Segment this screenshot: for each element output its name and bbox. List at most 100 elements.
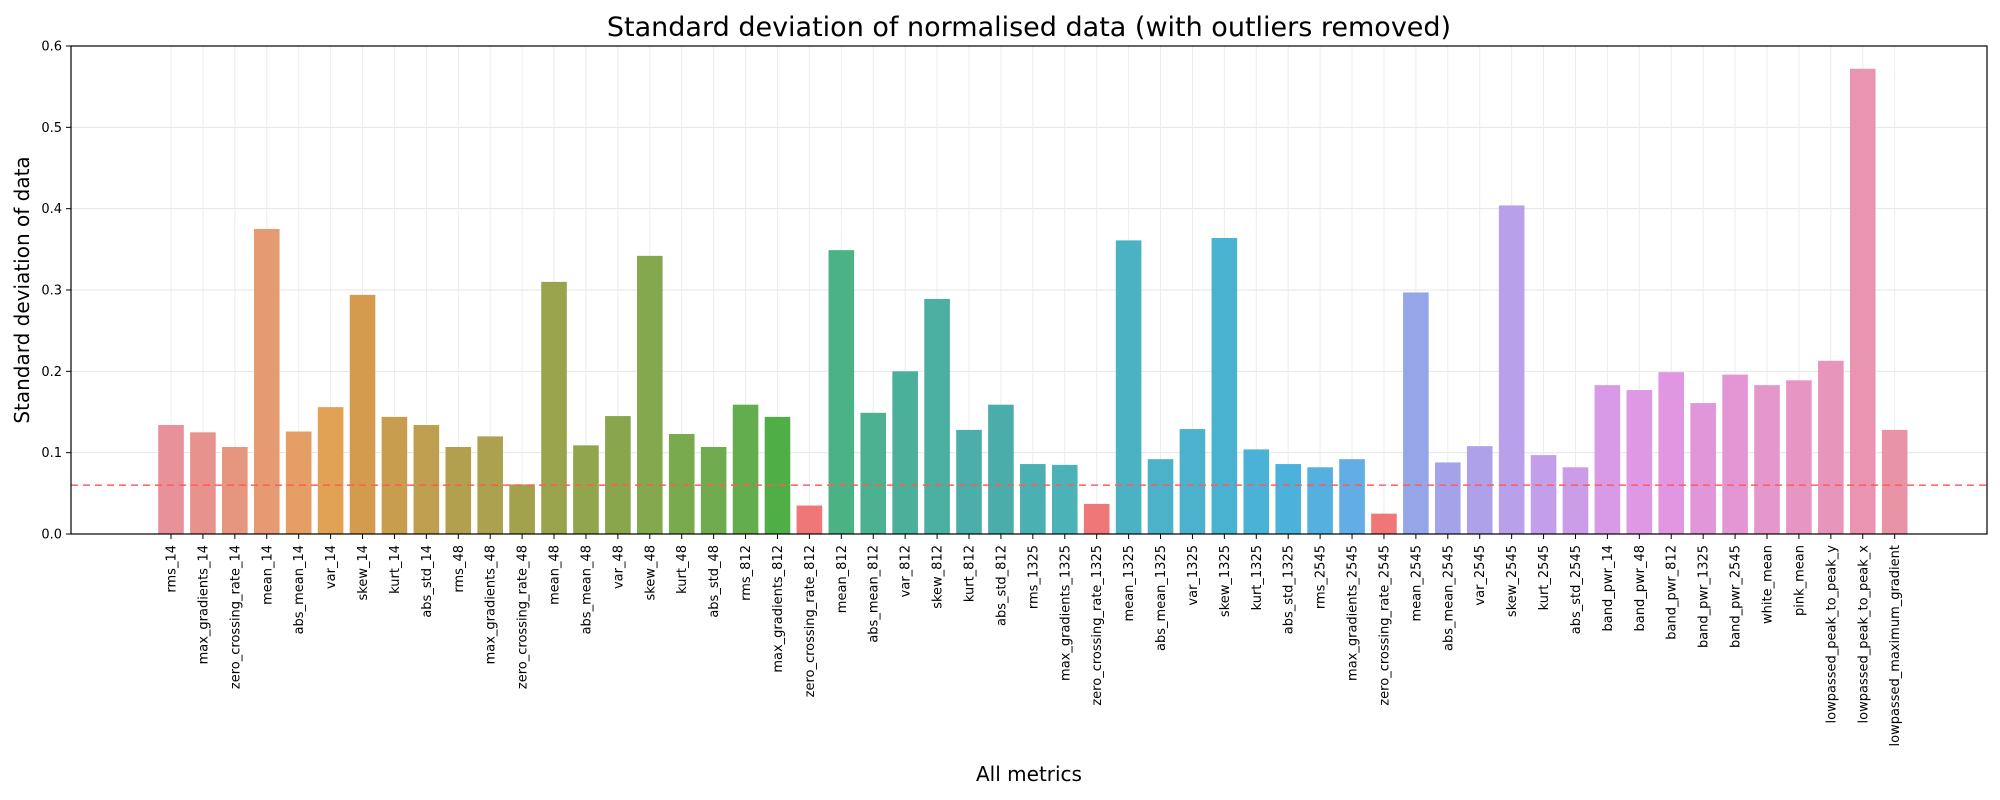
bar-kurt_48	[668, 433, 695, 534]
y-tick-label: 0.1	[41, 446, 62, 461]
bars	[158, 68, 1908, 535]
bar-zero_crossing_rate_812	[796, 505, 823, 534]
x-tick-label: kurt_48	[675, 545, 690, 594]
x-tick-label: max_gradients_812	[771, 545, 786, 673]
bar-mean_48	[541, 281, 567, 534]
x-tick-label: abs_std_812	[994, 545, 1009, 626]
x-tick-label: band_pwr_812	[1665, 545, 1680, 640]
bar-abs_std_48	[700, 446, 727, 534]
bar-lowpassed_peak_to_peak_y	[1818, 360, 1844, 534]
bar-band_pwr_1325	[1690, 403, 1716, 534]
y-axis-title: Standard deviation of data	[10, 156, 34, 423]
bar-rms_812	[732, 404, 759, 534]
bar-zero_crossing_rate_1325	[1083, 503, 1110, 534]
bar-max_gradients_2545	[1339, 459, 1365, 534]
x-tick-label: mean_48	[548, 545, 563, 605]
y-tick-label: 0.3	[41, 284, 62, 299]
bar-kurt_14	[381, 416, 408, 534]
bar-abs_std_2545	[1562, 467, 1589, 534]
bar-kurt_1325	[1243, 449, 1270, 534]
bar-rms_14	[158, 425, 184, 534]
x-tick-label: kurt_812	[963, 545, 978, 602]
x-tick-label: abs_std_2545	[1569, 545, 1584, 634]
y-axis-ticks: 0.0 0.1 0.2 0.3 0.4 0.5 0.6	[41, 40, 71, 543]
x-tick-label: skew_14	[356, 545, 371, 601]
x-tick-label: abs_std_14	[420, 545, 435, 618]
bar-zero_crossing_rate_48	[509, 484, 535, 534]
bar-max_gradients_1325	[1051, 464, 1078, 534]
x-tick-label: mean_1325	[1122, 545, 1137, 621]
bar-max_gradients_812	[764, 416, 791, 534]
x-tick-label: skew_48	[643, 545, 658, 601]
bar-mean_812	[828, 250, 855, 534]
bar-max_gradients_14	[190, 432, 216, 534]
x-tick-label: abs_mean_48	[579, 545, 594, 634]
x-tick-label: lowpassed_maximum_gradient	[1888, 545, 1903, 746]
x-axis-title: All metrics	[976, 762, 1082, 786]
x-tick-label: skew_1325	[1218, 545, 1233, 617]
bar-abs_mean_2545	[1435, 462, 1461, 534]
x-tick-label: lowpassed_peak_to_peak_y	[1824, 545, 1839, 724]
x-tick-label: skew_2545	[1505, 545, 1520, 617]
bar-zero_crossing_rate_2545	[1371, 513, 1397, 534]
x-tick-label: var_1325	[1186, 545, 1201, 606]
bar-rms_1325	[1020, 464, 1046, 534]
x-tick-label: rms_812	[739, 545, 754, 601]
x-tick-label: mean_2545	[1409, 545, 1424, 621]
x-tick-label: band_pwr_1325	[1697, 545, 1712, 648]
x-tick-label: abs_mean_14	[292, 545, 307, 634]
y-tick-label: 0.4	[41, 202, 62, 217]
bar-abs_std_14	[413, 425, 440, 534]
x-tick-label: zero_crossing_rate_2545	[1377, 545, 1392, 706]
x-tick-label: mean_812	[835, 545, 850, 613]
x-tick-label: zero_crossing_rate_48	[516, 545, 531, 689]
x-tick-label: mean_14	[260, 545, 275, 605]
bar-band_pwr_812	[1658, 372, 1685, 534]
x-tick-label: kurt_1325	[1250, 545, 1265, 610]
bar-skew_1325	[1211, 237, 1238, 535]
x-tick-label: max_gradients_2545	[1346, 545, 1361, 681]
bar-band_pwr_14	[1594, 385, 1621, 534]
x-tick-label: max_gradients_14	[196, 545, 211, 664]
x-tick-label: abs_mean_2545	[1441, 545, 1456, 651]
bar-abs_std_812	[988, 404, 1014, 534]
bar-zero_crossing_rate_14	[222, 446, 248, 534]
x-tick-label: zero_crossing_rate_14	[228, 545, 243, 689]
bar-abs_mean_812	[860, 412, 887, 534]
x-tick-label: zero_crossing_rate_1325	[1090, 545, 1105, 706]
bar-var_1325	[1179, 429, 1206, 534]
bar-skew_48	[637, 255, 663, 534]
bar-abs_std_1325	[1275, 464, 1301, 534]
y-tick-label: 0.5	[41, 121, 62, 136]
bar-var_812	[892, 371, 918, 534]
bar-var_14	[317, 407, 344, 534]
x-tick-label: pink_mean	[1792, 545, 1807, 616]
x-tick-label: abs_mean_1325	[1154, 545, 1169, 651]
x-tick-label: var_2545	[1473, 545, 1488, 606]
bar-abs_mean_1325	[1147, 459, 1174, 534]
x-tick-label: rms_14	[165, 545, 180, 593]
x-tick-label: var_14	[324, 545, 339, 589]
bar-var_2545	[1466, 446, 1493, 534]
x-tick-label: max_gradients_48	[484, 545, 499, 664]
x-tick-label: rms_1325	[1026, 545, 1041, 609]
bar-mean_2545	[1403, 292, 1429, 534]
x-tick-label: rms_2545	[1314, 545, 1329, 609]
x-tick-label: kurt_14	[388, 545, 403, 594]
bar-skew_2545	[1498, 205, 1525, 534]
bar-abs_mean_14	[285, 431, 312, 534]
bar-mean_1325	[1115, 240, 1142, 535]
bar-rms_48	[445, 446, 472, 534]
x-tick-label: var_812	[899, 545, 914, 597]
bar-lowpassed_maximum_gradient	[1881, 429, 1908, 534]
x-tick-label: rms_48	[452, 545, 467, 593]
bar-kurt_812	[956, 429, 982, 534]
bar-skew_812	[924, 298, 950, 534]
x-tick-label: kurt_2545	[1537, 545, 1552, 610]
x-tick-label: var_48	[611, 545, 626, 589]
x-tick-label: abs_std_48	[707, 545, 722, 618]
x-tick-label: band_pwr_2545	[1729, 545, 1744, 648]
